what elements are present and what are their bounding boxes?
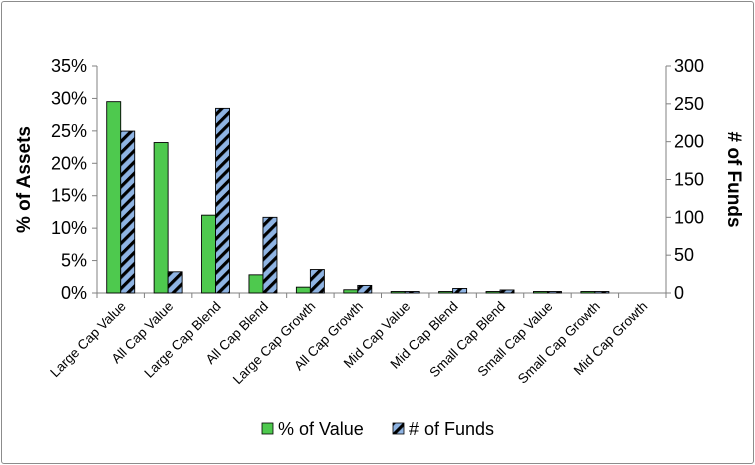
bar-number-of-funds [594, 291, 610, 294]
bar-number-of-funds [547, 291, 562, 294]
right-axis-title: # of Funds [723, 131, 744, 227]
left-y-tick-label: 5% [61, 251, 87, 271]
bar-number-of-funds [120, 130, 136, 294]
bar-percent-of-value [201, 214, 216, 294]
category-label: Small Cap Growth [515, 299, 603, 387]
right-y-tick-label: 250 [674, 94, 704, 114]
bar-percent-of-value [438, 291, 454, 294]
left-y-tick-label: 30% [51, 88, 87, 108]
bar-number-of-funds [215, 107, 230, 294]
bar-percent-of-value [248, 274, 264, 294]
right-y-tick-label: 200 [674, 132, 704, 152]
bar-percent-of-value [390, 291, 406, 294]
bar-number-of-funds [499, 289, 515, 294]
bar-percent-of-value [153, 142, 169, 294]
bar-percent-of-value [580, 291, 596, 294]
legend-label-number-of-funds: # of Funds [409, 419, 494, 439]
bar-percent-of-value [485, 291, 501, 294]
bar-percent-of-value [343, 289, 359, 294]
bar-percent-of-value [533, 291, 548, 294]
bar-number-of-funds [357, 284, 373, 294]
left-y-tick-label: 35% [51, 56, 87, 76]
legend-label-percent-of-value: % of Value [278, 419, 364, 439]
bar-number-of-funds [262, 216, 278, 294]
category-label: Large Cap Growth [230, 299, 319, 388]
bar-number-of-funds [167, 271, 183, 294]
right-y-tick-label: 50 [674, 245, 694, 265]
bar-percent-of-value [106, 101, 122, 294]
left-y-tick-label: 20% [51, 153, 87, 173]
left-y-tick-label: 25% [51, 121, 87, 141]
left-y-tick-label: 0% [61, 283, 87, 303]
right-y-tick-label: 100 [674, 207, 704, 227]
right-y-tick-label: 300 [674, 56, 704, 76]
right-y-tick-label: 150 [674, 170, 704, 190]
bar-number-of-funds [309, 269, 325, 294]
bar-number-of-funds [452, 288, 468, 294]
category-label: Large Cap Value [47, 299, 129, 381]
right-y-tick-label: 0 [674, 283, 684, 303]
bar-percent-of-value [295, 286, 311, 294]
legend-swatch-number-of-funds [392, 422, 405, 435]
left-y-tick-label: 10% [51, 218, 87, 238]
legend-swatch-percent-of-value [261, 422, 274, 435]
left-axis-title: % of Assets [14, 126, 35, 233]
bar-number-of-funds [404, 291, 420, 294]
left-y-tick-label: 15% [51, 186, 87, 206]
